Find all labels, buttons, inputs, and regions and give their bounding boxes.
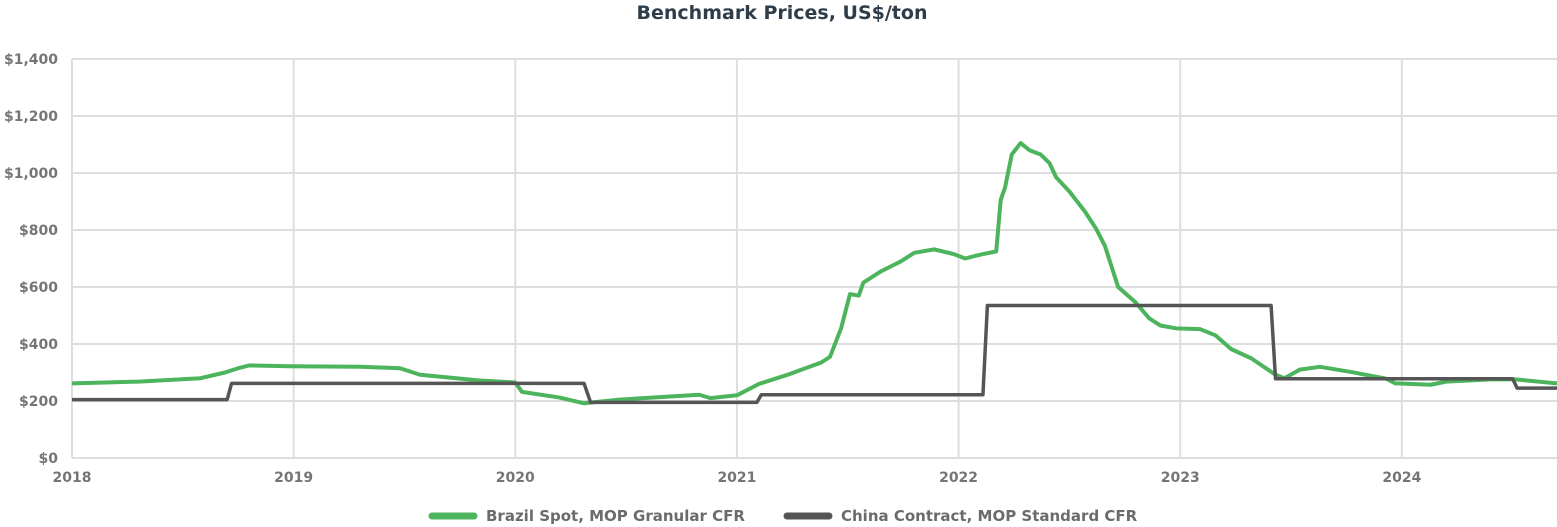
x-tick-label: 2020 (496, 470, 535, 486)
x-tick-label: 2023 (1161, 470, 1200, 486)
x-tick-label: 2024 (1382, 470, 1421, 486)
legend-label-1: China Contract, MOP Standard CFR (841, 507, 1138, 525)
y-tick-label: $600 (19, 280, 58, 296)
legend-label-0: Brazil Spot, MOP Granular CFR (486, 507, 745, 525)
series-line-1 (72, 303, 1557, 405)
x-tick-label: 2022 (939, 470, 978, 486)
x-tick-label: 2021 (717, 470, 756, 486)
series-line-0 (71, 141, 1557, 406)
y-tick-label: $400 (19, 337, 58, 353)
y-tick-label: $1,000 (4, 166, 58, 182)
y-tick-label: $800 (19, 223, 58, 239)
x-tick-label: 2018 (53, 470, 92, 486)
y-tick-label: $1,400 (4, 52, 58, 68)
y-tick-label: $1,200 (4, 109, 58, 125)
y-tick-label: $0 (39, 451, 59, 467)
y-tick-label: $200 (19, 394, 58, 410)
x-tick-label: 2019 (274, 470, 313, 486)
chart-title: Benchmark Prices, US$/ton (637, 2, 928, 24)
